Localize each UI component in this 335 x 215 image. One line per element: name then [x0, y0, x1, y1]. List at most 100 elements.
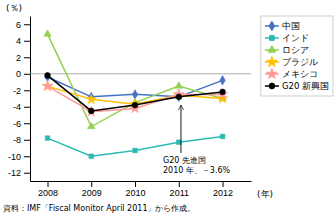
y-tick-mark [24, 41, 30, 42]
series-line [48, 34, 223, 126]
y-tick: 2 [16, 53, 30, 63]
legend-item: G20 新興国 [265, 81, 329, 91]
series-marker [220, 134, 225, 139]
series-marker [220, 89, 226, 95]
y-tick: -8 [13, 135, 30, 145]
y-tick-label: -4 [13, 102, 21, 112]
series-marker [88, 108, 94, 114]
annotation: G20 先進国2010 年、－3.6% [163, 156, 231, 175]
series-marker [42, 81, 52, 91]
y-tick-mark [24, 24, 30, 25]
y-tick-label: -12 [8, 168, 21, 178]
legend-item: 中国 [265, 21, 300, 31]
annotation-arrow [180, 105, 181, 153]
y-tick-label: 2 [16, 53, 21, 63]
chart: 2008 2009 2010 2011 2012 -12 -10 -8 -6 -4 -2 0 2 4 6 G2… [0, 0, 335, 215]
x-tick: 2008 [38, 181, 58, 198]
zero-line [30, 73, 251, 74]
y-tick-label: -8 [13, 135, 21, 145]
y-tick-label: -10 [8, 152, 21, 162]
y-tick-mark [24, 107, 30, 108]
marks [30, 30, 251, 159]
y-tick-mark [24, 173, 30, 174]
y-tick-label: 6 [16, 20, 21, 30]
y-tick-label: 0 [16, 69, 21, 79]
x-tick-label: 2008 [38, 188, 58, 198]
legend: 中国インドロシアブラジルメキシコ G20 新興国 [261, 16, 333, 96]
x-tick-label: 2011 [170, 188, 189, 198]
x-tick-label: 2012 [213, 188, 233, 198]
series-marker [132, 102, 138, 108]
series-marker [89, 154, 94, 159]
series-marker [45, 73, 51, 79]
y-tick-mark [24, 90, 30, 91]
y-tick: -6 [13, 119, 30, 129]
y-tick-label: 4 [16, 36, 21, 46]
plot: 2008 2009 2010 2011 2012 -12 -10 -8 -6 -4 -2 0 2 4 6 G2… [8, 17, 252, 199]
series-marker [45, 136, 50, 141]
legend-symbol [269, 83, 275, 89]
y-tick-mark [24, 156, 30, 157]
annotation-line: 2010 年、－3.6% [163, 166, 231, 175]
legend-label: 中国 [282, 21, 300, 31]
series-line [48, 86, 223, 112]
series-marker [132, 90, 137, 99]
y-axis-line [30, 17, 31, 182]
series-marker [88, 122, 95, 128]
series-marker [220, 76, 225, 85]
legend-symbol [267, 68, 277, 78]
series-line [48, 136, 223, 156]
legend-item: インド [265, 33, 309, 43]
x-axis: 2008 2009 2010 2011 2012 [31, 181, 252, 198]
y-tick-mark [24, 57, 30, 58]
x-tick-mark [48, 181, 49, 187]
x-tick-mark [91, 181, 92, 187]
y-tick-label: -6 [13, 119, 21, 129]
legend-symbol [269, 21, 274, 30]
x-tick: 2011 [170, 181, 189, 198]
series-marker [176, 140, 181, 145]
legend-item: ブラジル [265, 56, 318, 66]
y-tick: -12 [8, 168, 30, 178]
legend-label: ブラジル [282, 57, 318, 67]
x-axis-line [31, 181, 252, 182]
legend-label: メキシコ [282, 69, 318, 79]
series-marker [86, 94, 96, 104]
x-tick: 2010 [126, 181, 146, 198]
legend-symbol [267, 56, 277, 66]
y-tick-label: -2 [13, 86, 21, 96]
legend-symbol [268, 46, 275, 52]
y-tick: 0 [16, 69, 30, 79]
x-tick-mark [135, 181, 136, 187]
legend-frame [261, 16, 333, 96]
annotation-line: G20 先進国 [163, 156, 206, 165]
series-marker [217, 89, 227, 99]
x-tick-mark [223, 181, 224, 187]
x-tick: 2012 [213, 181, 233, 198]
y-axis-label: (％) [6, 3, 22, 13]
x-tick: 2009 [82, 181, 102, 198]
y-tick: -4 [13, 102, 30, 112]
series-marker [176, 94, 182, 100]
y-tick-mark [24, 123, 30, 124]
legend-label: インド [282, 33, 309, 43]
y-axis: -12 -10 -8 -6 -4 -2 0 2 4 6 [8, 17, 31, 182]
legend-label: ロシア [282, 45, 309, 55]
series-line [48, 75, 223, 110]
y-tick: -2 [13, 86, 30, 96]
series-marker [175, 82, 182, 88]
legend-label: G20 新興国 [282, 81, 329, 91]
x-tick-label: 2010 [126, 188, 146, 198]
legend-item: ロシア [265, 45, 309, 55]
legend-item: メキシコ [265, 68, 318, 78]
x-tick-mark [179, 181, 180, 187]
x-tick-label: 2009 [82, 188, 102, 198]
legend-symbol [270, 36, 275, 41]
y-tick-mark [24, 140, 30, 141]
series-marker [133, 148, 138, 153]
x-axis-label: (年) [257, 189, 273, 199]
footnote: 資料：IMF「Fiscal Monitor April 2011」から作成。 [3, 204, 195, 213]
y-tick: 6 [16, 20, 30, 30]
y-tick-mark [24, 74, 30, 75]
y-tick: -10 [8, 152, 30, 162]
